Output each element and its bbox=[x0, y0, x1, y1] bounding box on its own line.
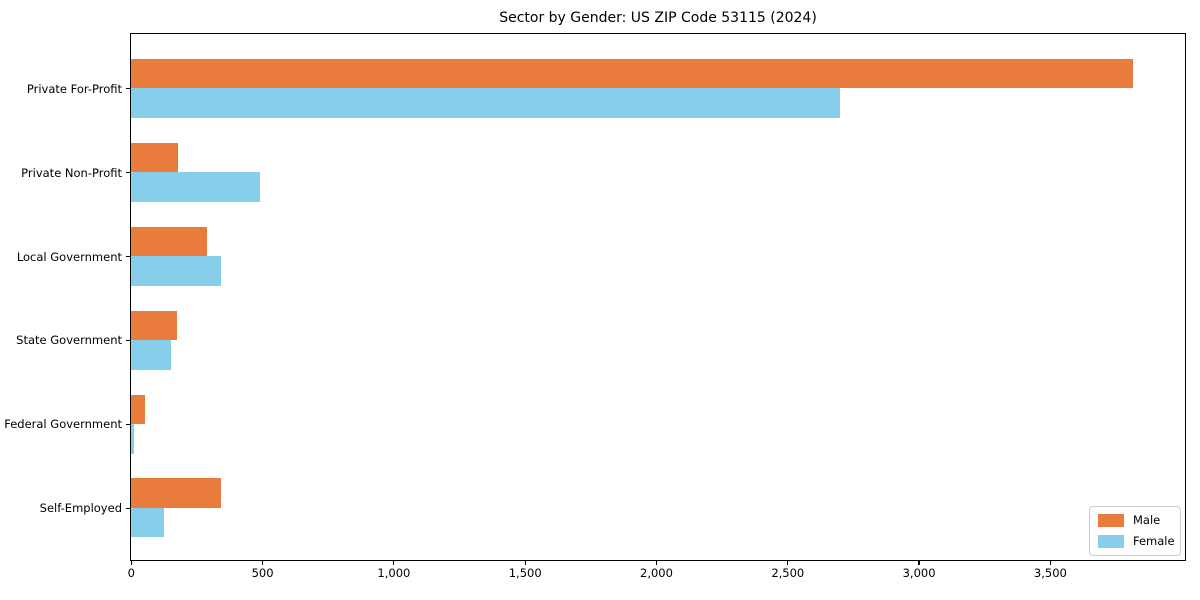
x-tick-label-500: 500 bbox=[251, 566, 274, 580]
x-tick-mark bbox=[393, 561, 395, 565]
bar-female-state-government bbox=[131, 340, 171, 370]
bar-female-private-for-profit bbox=[131, 88, 840, 118]
y-tick-mark bbox=[126, 255, 130, 258]
y-tick-label-private-for-profit: Private For-Profit bbox=[26, 81, 122, 96]
bar-male-private-for-profit bbox=[131, 58, 1133, 89]
x-tick-mark bbox=[130, 561, 132, 565]
bar-male-self-employed bbox=[131, 478, 222, 508]
x-tick-label-1-500: 1,500 bbox=[508, 566, 542, 580]
bar-female-federal-government bbox=[131, 424, 134, 454]
y-tick-mark bbox=[126, 507, 130, 509]
bar-female-self-employed bbox=[131, 507, 164, 538]
x-tick-mark bbox=[787, 561, 789, 565]
bar-male-state-government bbox=[131, 310, 177, 341]
legend-label-female: Female bbox=[1133, 534, 1175, 548]
legend-swatch-male bbox=[1098, 514, 1124, 527]
y-tick-label-state-government: State Government bbox=[16, 333, 122, 348]
x-tick-mark bbox=[918, 561, 920, 565]
legend-swatch-female bbox=[1098, 535, 1124, 548]
x-tick-mark bbox=[524, 561, 526, 565]
bar-female-local-government bbox=[131, 256, 221, 286]
y-tick-mark bbox=[126, 423, 130, 425]
y-tick-label-self-employed: Self-Employed bbox=[39, 501, 122, 516]
legend-entry-male: Male bbox=[1098, 514, 1172, 527]
y-tick-mark bbox=[126, 88, 130, 90]
bar-male-local-government bbox=[131, 226, 207, 257]
x-tick-mark bbox=[655, 561, 658, 565]
x-tick-label-2-000: 2,000 bbox=[640, 566, 673, 580]
x-tick-label-2-500: 2,500 bbox=[771, 566, 805, 580]
legend: Male Female bbox=[1089, 506, 1181, 556]
y-tick-label-local-government: Local Government bbox=[16, 249, 122, 264]
bar-female-private-non-profit bbox=[131, 172, 260, 202]
y-tick-mark bbox=[126, 339, 130, 341]
legend-label-male: Male bbox=[1133, 513, 1161, 527]
y-tick-mark bbox=[126, 172, 130, 174]
x-tick-mark bbox=[1049, 561, 1051, 565]
chart-title: Sector by Gender: US ZIP Code 53115 (202… bbox=[499, 10, 817, 26]
bar-male-federal-government bbox=[131, 394, 145, 424]
x-tick-label-0: 0 bbox=[127, 566, 135, 580]
x-tick-label-1-000: 1,000 bbox=[377, 566, 411, 580]
y-tick-label-private-non-profit: Private Non-Profit bbox=[21, 165, 122, 180]
x-tick-mark bbox=[261, 561, 264, 565]
y-tick-label-federal-government: Federal Government bbox=[4, 417, 122, 432]
x-tick-label-3-500: 3,500 bbox=[1033, 566, 1067, 580]
x-tick-label-3-000: 3,000 bbox=[902, 566, 936, 580]
legend-entry-female: Female bbox=[1098, 534, 1175, 548]
plot-area bbox=[130, 33, 1186, 561]
bar-male-private-non-profit bbox=[131, 142, 178, 173]
